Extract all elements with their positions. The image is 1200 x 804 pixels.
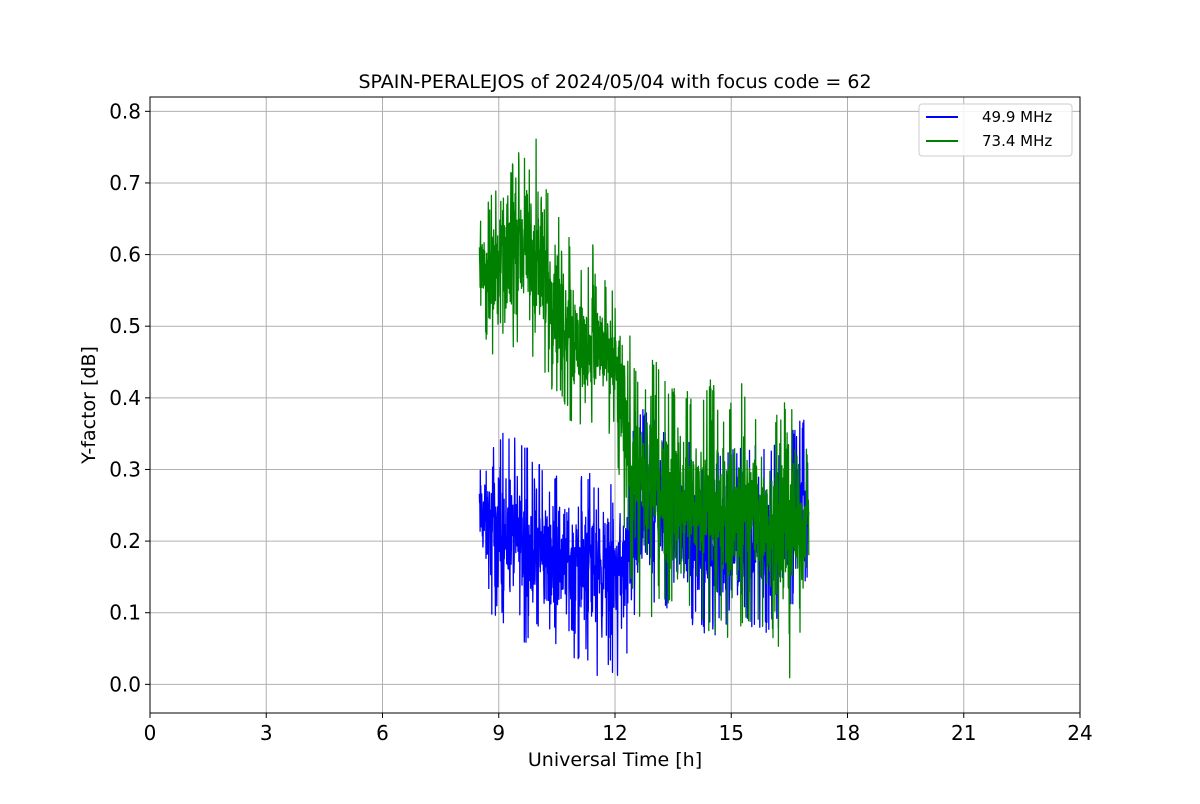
y-tick-label: 0.0 bbox=[109, 672, 141, 696]
x-tick-label: 3 bbox=[260, 721, 273, 745]
y-tick-label: 0.1 bbox=[109, 601, 141, 625]
legend-label-73-4-mhz: 73.4 MHz bbox=[982, 132, 1052, 150]
legend: 49.9 MHz 73.4 MHz bbox=[919, 104, 1072, 156]
x-tick-label: 15 bbox=[719, 721, 744, 745]
y-tick-label: 0.2 bbox=[109, 529, 141, 553]
y-axis-label: Y-factor [dB] bbox=[78, 346, 100, 465]
y-tick-label: 0.3 bbox=[109, 457, 141, 481]
x-tick-label: 21 bbox=[951, 721, 976, 745]
x-tick-label: 9 bbox=[492, 721, 505, 745]
x-tick-label: 18 bbox=[835, 721, 860, 745]
x-tick-label: 0 bbox=[144, 721, 157, 745]
chart-figure: 0 3 6 9 12 15 18 21 24 0.0 0.1 0.2 0.3 0.4 0.5 0.6 0.7 0… bbox=[0, 0, 1200, 800]
y-tick-label: 0.8 bbox=[109, 99, 141, 123]
chart-title: SPAIN-PERALEJOS of 2024/05/04 with focus… bbox=[358, 71, 871, 93]
chart-svg: 0 3 6 9 12 15 18 21 24 0.0 0.1 0.2 0.3 0.4 0.5 0.6 0.7 0… bbox=[0, 0, 1200, 800]
x-tick-label: 12 bbox=[602, 721, 627, 745]
y-tick-label: 0.4 bbox=[109, 386, 141, 410]
y-tick-label: 0.6 bbox=[109, 243, 141, 267]
x-tick-label: 6 bbox=[376, 721, 389, 745]
x-axis-label: Universal Time [h] bbox=[528, 749, 702, 771]
legend-label-49-9-mhz: 49.9 MHz bbox=[982, 108, 1052, 126]
x-tick-label: 24 bbox=[1067, 721, 1092, 745]
y-tick-label: 0.5 bbox=[109, 314, 141, 338]
y-tick-label: 0.7 bbox=[109, 171, 141, 195]
